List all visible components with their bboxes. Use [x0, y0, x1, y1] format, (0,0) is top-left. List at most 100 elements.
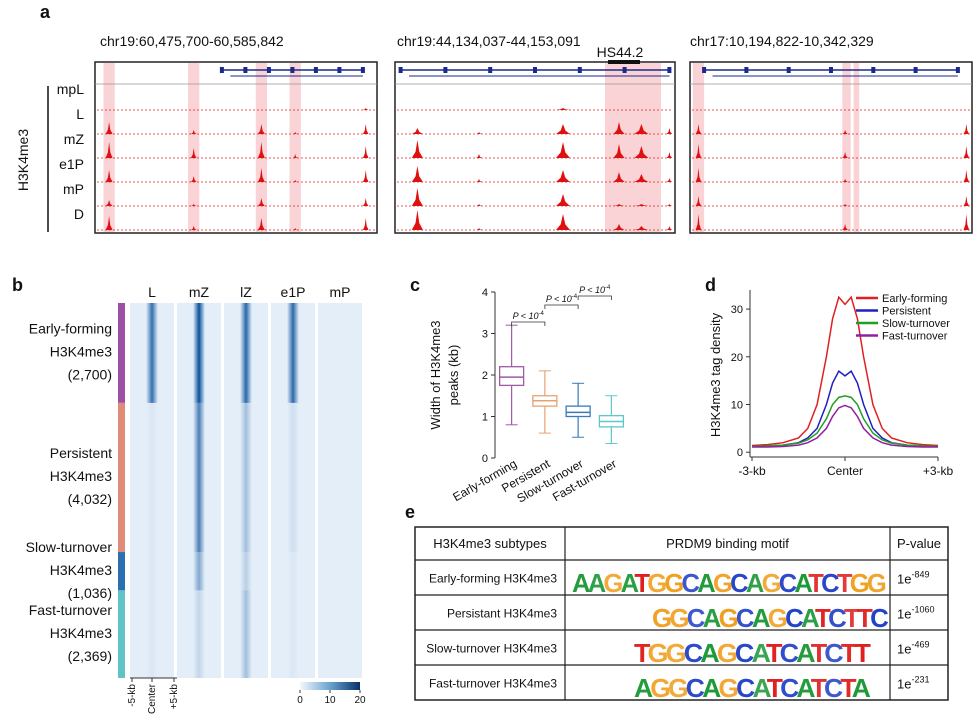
heatmap-signal	[193, 552, 205, 591]
y-tick-label: 10	[731, 400, 743, 412]
group-label: Early-forming	[29, 321, 112, 337]
track-label: mZ	[64, 131, 85, 147]
locus-label: chr17:10,194,822-10,342,329	[690, 33, 874, 49]
track-label: D	[74, 206, 84, 222]
x-tick-label: +3-kb	[923, 464, 954, 478]
signal-peak	[476, 154, 482, 158]
y-tick-label: 0	[737, 447, 743, 459]
colorbar-tick-label: 0	[297, 695, 303, 706]
pvalue-exp: -469	[911, 640, 929, 650]
signal-peak	[257, 168, 265, 182]
significance-bracket	[544, 304, 579, 309]
exon	[360, 67, 365, 73]
signal-peak	[293, 154, 298, 158]
group-label: H3K4me3	[50, 468, 112, 484]
annotation: HS44.2	[597, 44, 644, 60]
series-line	[751, 395, 939, 448]
signal-peak	[476, 204, 482, 206]
motif-logo: GGCAGCAGCATCTTC	[652, 603, 889, 633]
table-header: H3K4me3 subtypes	[433, 536, 547, 551]
group-bar	[118, 402, 125, 553]
heatmap-signal	[193, 590, 205, 678]
signal-peak	[634, 226, 649, 230]
signal-peak	[963, 196, 970, 206]
group-label: H3K4me3	[50, 344, 112, 360]
signal-peak	[190, 148, 197, 158]
heatmap-signal	[287, 303, 299, 403]
locus-box	[689, 61, 973, 234]
signal-peak	[613, 204, 625, 206]
table-header: P-value	[897, 536, 941, 551]
box	[498, 366, 525, 387]
pvalue-base: 1e	[897, 572, 911, 587]
table-subtype: Early-forming H3K4me3	[429, 572, 557, 586]
signal-peak	[613, 172, 625, 182]
signal-peak	[695, 196, 702, 206]
significance-exp: -4	[572, 294, 578, 300]
exon	[829, 67, 833, 73]
y-tick-label: 3	[482, 329, 488, 341]
pvalue-base: 1e	[897, 642, 911, 657]
table-subtype: Fast-turnover H3K4me3	[429, 677, 557, 691]
track-label: e1P	[59, 156, 84, 172]
group-label: Slow-turnover	[26, 539, 113, 555]
signal-peak	[362, 170, 369, 182]
y-tick-label: 4	[482, 287, 488, 299]
column-label: lZ	[240, 284, 252, 300]
highlight	[605, 63, 661, 232]
motif-sequence: AAGATGGCAGCAGCATCTGG	[572, 568, 886, 598]
heatmap-signal	[287, 402, 299, 553]
significance-exp: -4	[539, 311, 545, 317]
signal-peak	[695, 124, 702, 134]
significance-text: P < 10	[579, 285, 605, 295]
heatmap-signal	[146, 402, 158, 553]
exon	[488, 67, 493, 73]
y-axis-label: peaks (kb)	[446, 345, 461, 406]
signal-peak	[963, 170, 970, 182]
signal-peak	[411, 210, 423, 230]
exon	[667, 67, 672, 73]
locus-box	[94, 61, 378, 234]
exon	[290, 67, 295, 73]
signal-peak	[695, 214, 702, 230]
exon	[313, 67, 318, 73]
signal-peak	[476, 228, 482, 230]
exon	[219, 67, 224, 73]
locus-label: chr19:44,134,037-44,153,091	[397, 33, 581, 49]
significance-bracket	[577, 295, 612, 300]
track-label: mpL	[57, 81, 84, 97]
signal-peak	[362, 124, 369, 134]
significance-label: P < 10-4	[546, 294, 578, 304]
group-bar	[118, 590, 125, 678]
exon	[577, 67, 582, 73]
y-tick-label: 30	[731, 304, 743, 316]
signal-peak	[257, 124, 265, 134]
table-header: PRDM9 binding motif	[666, 536, 789, 551]
significance-text: P < 10	[513, 311, 539, 321]
signal-peak	[842, 224, 848, 230]
signal-peak	[105, 122, 113, 134]
x-tick-label: +5-kb	[169, 684, 180, 710]
box	[565, 405, 591, 418]
signal-peak	[257, 142, 265, 158]
signal-peak	[105, 142, 113, 158]
exon	[744, 67, 749, 73]
signal-peak	[695, 144, 702, 158]
signal-peak	[556, 214, 570, 230]
heatmap-signal	[240, 402, 252, 553]
signal-peak	[293, 228, 298, 230]
group-label: H3K4me3	[50, 625, 112, 641]
panel-label: a	[40, 2, 51, 22]
motif-sequence: TGGCAGCATCATCTT	[634, 638, 871, 668]
motif-sequence: GGCAGCAGCATCTTC	[652, 603, 889, 633]
exon	[913, 67, 918, 73]
exon	[443, 67, 448, 73]
signal-peak	[556, 124, 570, 134]
track-label: mP	[63, 181, 84, 197]
heatmap-signal	[193, 303, 205, 403]
group-count: (2,369)	[68, 648, 112, 664]
exon	[533, 67, 537, 73]
signal-peak	[476, 179, 482, 182]
y-tick-label: 2	[482, 370, 488, 382]
